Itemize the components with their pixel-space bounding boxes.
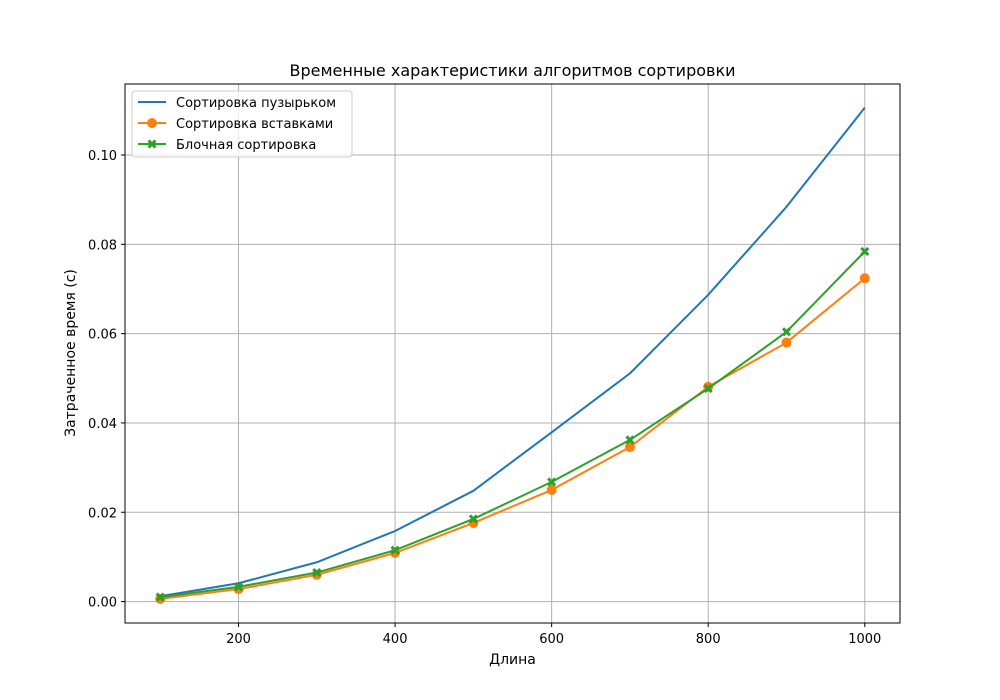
legend: Сортировка пузырьком Сортировка вставками…	[131, 90, 353, 158]
data-point	[155, 592, 165, 602]
x-tick-label: 1000	[848, 632, 881, 647]
y-axis: 0.00 0.02 0.04 0.06 0.08 0.10	[88, 149, 125, 611]
plot-frame	[124, 83, 901, 624]
legend-marker	[147, 139, 157, 149]
legend-box	[131, 90, 353, 158]
y-tick-label: 0.04	[88, 417, 117, 432]
legend-label: Сортировка вставками	[176, 117, 333, 132]
data-point	[624, 442, 635, 453]
y-tick-label: 0.10	[88, 149, 117, 164]
data-point	[233, 582, 244, 592]
data-point	[546, 484, 557, 495]
series-line	[160, 107, 866, 598]
legend-label: Блочная сортировка	[176, 138, 316, 153]
x-tick-label: 200	[226, 632, 251, 647]
y-axis-label: Затраченное время (с)	[63, 269, 79, 437]
data-point	[703, 383, 713, 394]
x-axis-label: Длина	[489, 652, 536, 668]
series-line	[160, 250, 866, 599]
y-tick-label: 0.02	[88, 506, 117, 521]
data-point	[468, 514, 478, 524]
series-2	[155, 246, 870, 602]
legend-marker	[147, 118, 157, 128]
legend-label: Сортировка пузырьком	[176, 96, 336, 111]
data-point	[625, 435, 635, 445]
x-tick-label: 600	[539, 632, 564, 647]
x-axis: 200 400 600 800 1000	[226, 623, 881, 647]
data-point	[547, 477, 557, 487]
y-tick-label: 0.00	[88, 596, 117, 611]
x-tick-label: 800	[696, 632, 721, 647]
data-point	[859, 273, 870, 284]
y-tick-label: 0.06	[88, 328, 117, 343]
x-tick-label: 400	[383, 632, 408, 647]
grid	[125, 84, 900, 623]
data-point	[390, 545, 400, 555]
series-layer	[155, 107, 870, 604]
data-point	[781, 337, 792, 348]
y-tick-label: 0.08	[88, 238, 117, 253]
chart-title: Временные характеристики алгоритмов сорт…	[289, 61, 735, 80]
data-point	[860, 246, 870, 257]
series-0	[160, 107, 866, 598]
series-line	[160, 277, 866, 600]
data-point	[781, 327, 792, 337]
data-point	[312, 567, 322, 578]
